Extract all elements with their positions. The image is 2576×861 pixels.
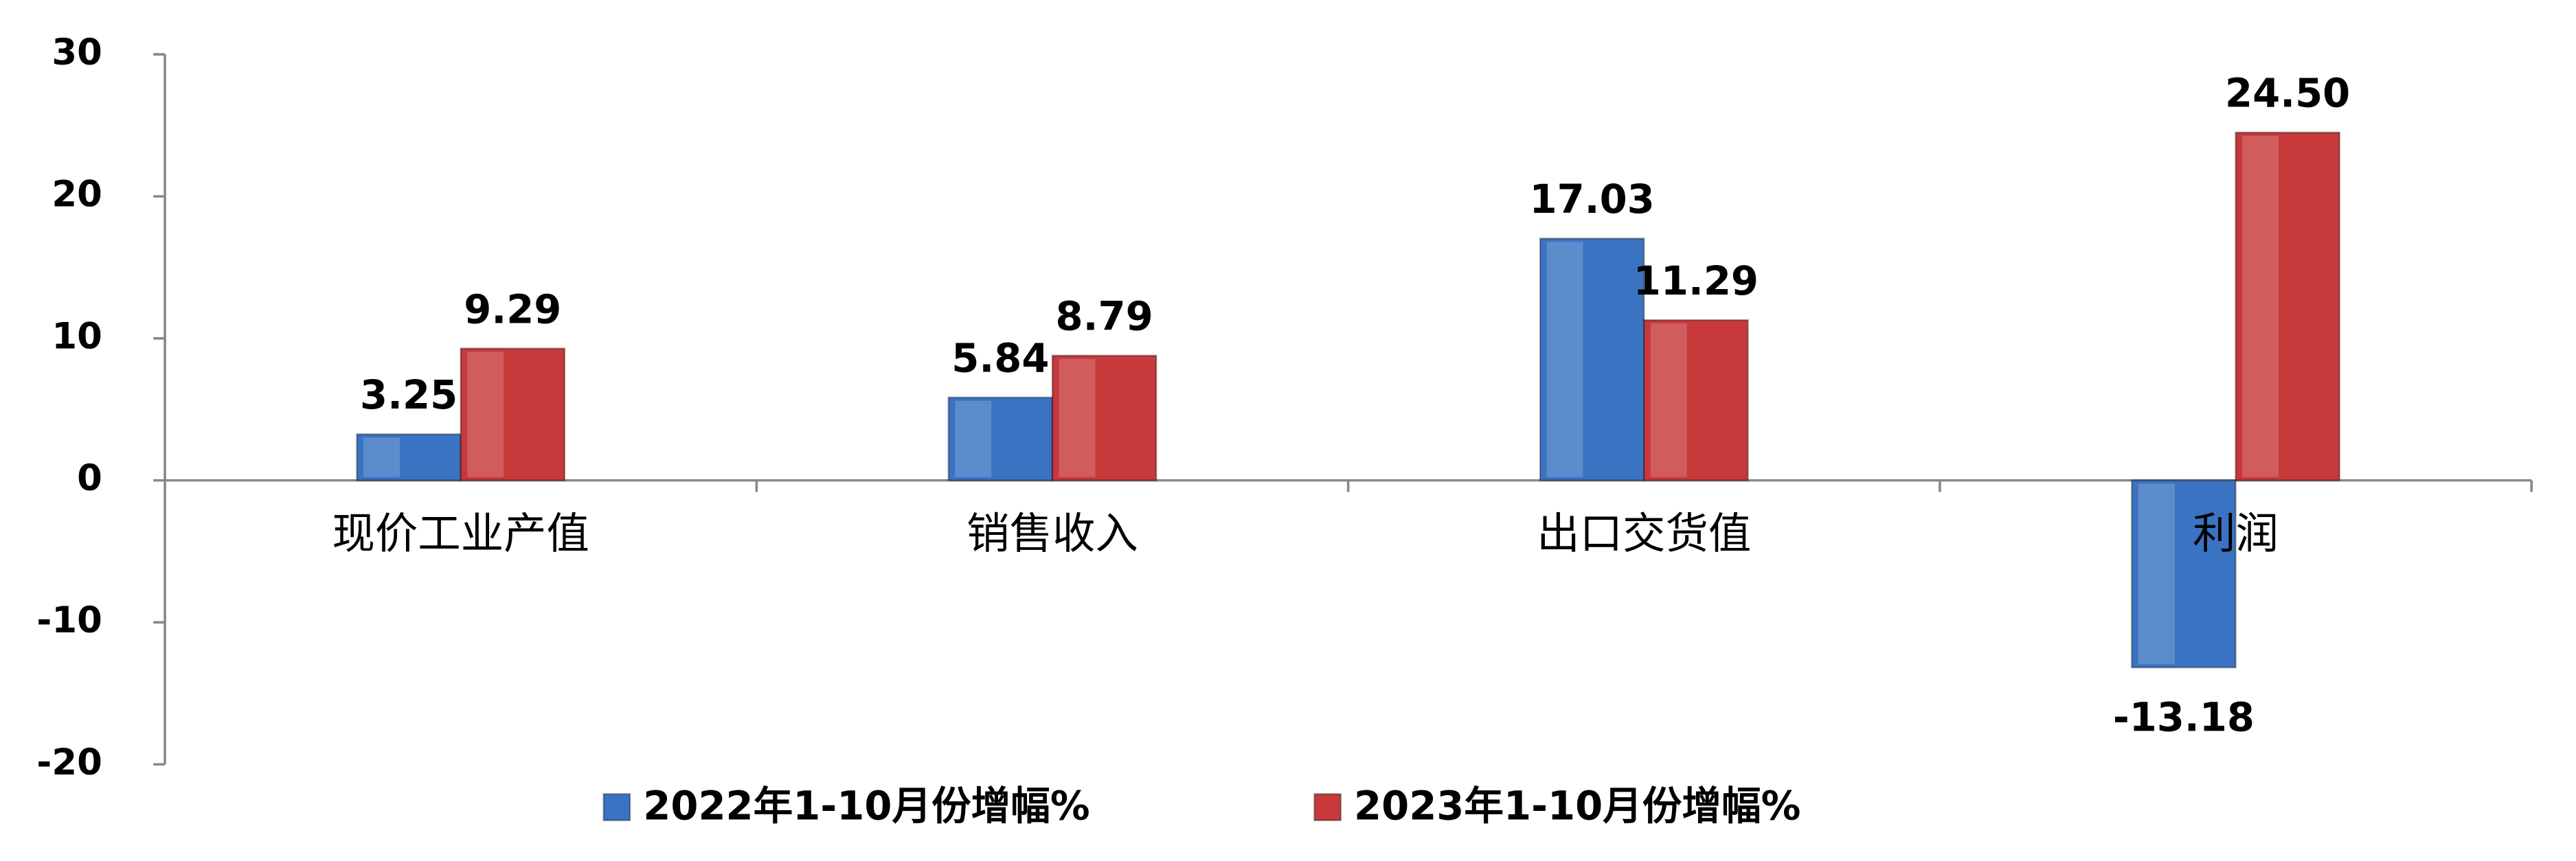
value-label: 3.25 [360, 372, 457, 418]
legend-label: 2023年1-10月份增幅% [1354, 783, 1800, 829]
x-tick-label: 销售收入 [967, 508, 1138, 558]
y-tick-label: 0 [77, 457, 102, 499]
y-tick-label: 30 [52, 32, 102, 73]
bar [2235, 131, 2340, 481]
value-label: 11.29 [1634, 258, 1759, 304]
bar-shine [467, 352, 504, 477]
bar [1051, 354, 1157, 481]
value-label: 9.29 [464, 286, 561, 332]
bar-shine [363, 437, 400, 477]
bar-shine [955, 400, 992, 477]
bar [2131, 479, 2237, 669]
value-label: 5.84 [951, 336, 1049, 382]
value-label: 24.50 [2225, 71, 2350, 117]
x-tick-label: 利润 [2193, 508, 2279, 558]
bar-shine [2242, 135, 2279, 477]
y-tick-label: 10 [52, 315, 102, 357]
y-tick-label: -20 [36, 742, 102, 783]
value-label: 17.03 [1530, 176, 1655, 222]
bar-shine [1059, 358, 1096, 477]
bar [1539, 238, 1645, 481]
y-tick-label: -10 [36, 599, 102, 641]
bar [1643, 319, 1749, 481]
y-tick-label: 20 [52, 174, 102, 216]
bar [356, 433, 462, 481]
value-label: -13.18 [2113, 695, 2255, 741]
bar [947, 396, 1054, 481]
x-tick-label: 现价工业产值 [332, 508, 589, 558]
legend-marker [602, 793, 631, 822]
bar-shine [2138, 483, 2175, 665]
bar [460, 347, 566, 481]
bar-shine [1650, 323, 1687, 477]
bar-shine [1546, 242, 1583, 477]
value-label: 8.79 [1056, 294, 1153, 340]
legend-marker [1313, 793, 1342, 822]
x-tick-label: 出口交货值 [1537, 508, 1751, 558]
legend-label: 2022年1-10月份增幅% [643, 783, 1089, 829]
